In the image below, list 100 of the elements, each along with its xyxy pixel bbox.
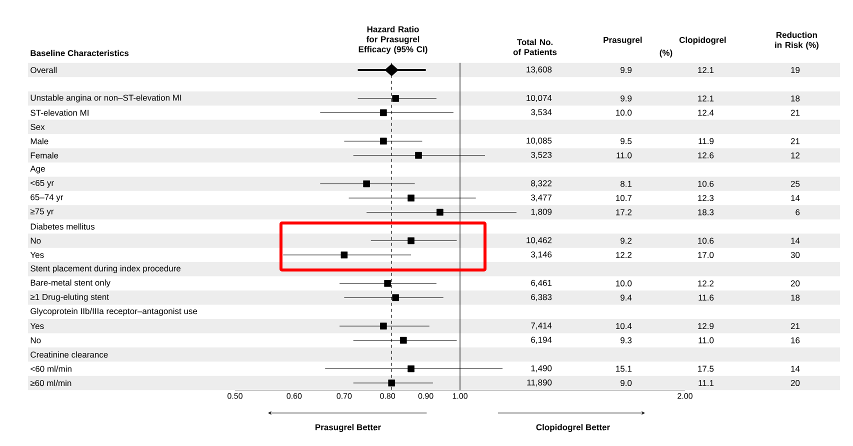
annotation: 17.2: [616, 209, 632, 216]
text: 18: [791, 294, 800, 301]
point: [392, 294, 399, 302]
text: 12.1: [698, 95, 714, 102]
text: 21: [790, 138, 800, 144]
text: 20: [790, 280, 800, 286]
text: 17.5: [698, 366, 714, 372]
y-tick-label: Age: [30, 166, 45, 174]
y-tick-label: Unstable angina or non–ST-elevation MI: [30, 94, 182, 102]
text: 20: [790, 380, 800, 386]
x-tick-label: 0.80: [380, 393, 396, 399]
annotation: 6,383: [531, 294, 552, 302]
y-tick-label: ≥75 yr: [30, 208, 54, 216]
point: [392, 95, 399, 102]
text: 6: [796, 209, 800, 216]
annotation: 6,461: [531, 280, 552, 287]
annotation: 10,074: [526, 94, 552, 102]
text: 18.3: [698, 209, 714, 216]
text: 21: [790, 110, 800, 116]
text: 12: [791, 152, 800, 158]
y-tick-label: Creatinine clearance: [30, 351, 108, 358]
text: 12.9: [698, 323, 714, 330]
annotation: 3,523: [531, 152, 552, 159]
annotation: 12.2: [616, 252, 632, 258]
annotation: 15.1: [616, 366, 632, 372]
text: Clopidogrel: [679, 36, 726, 45]
annotation: 11,890: [527, 379, 552, 386]
annotation: 10,085: [526, 138, 552, 145]
y-tick-label: Overall: [30, 66, 57, 74]
annotation: 1,809: [531, 208, 552, 216]
y-tick-label: Diabetes mellitus: [30, 223, 95, 230]
text: 12.4: [698, 110, 714, 116]
y-tick-label: ST-elevation MI: [30, 110, 88, 116]
point: [415, 152, 422, 159]
chart-title: Hazard Ratio for Prasugrel Efficacy (95% CI): [358, 26, 428, 54]
text: 21: [790, 323, 800, 330]
annotation: 10.0: [616, 280, 632, 286]
annotation: 3,477: [531, 194, 552, 202]
y-tick-label: No: [30, 238, 41, 244]
annotation: 7,414: [531, 322, 552, 330]
point: [380, 322, 387, 330]
y-tick-label: 65–74 yr: [30, 194, 64, 202]
annotation: 1,490: [531, 365, 552, 372]
text: 10.6: [698, 238, 714, 244]
text: (%): [660, 50, 672, 58]
point: [388, 380, 396, 386]
annotation: 8.1: [620, 180, 632, 187]
annotation: 9.2: [620, 238, 632, 244]
annotation: 9.3: [620, 337, 632, 344]
y-tick-label: Female: [30, 152, 58, 158]
annotation: 9.5: [620, 138, 632, 144]
point: [400, 336, 407, 344]
y-tick-label: Stent placement during index procedure: [30, 265, 181, 274]
text: 11.9: [698, 138, 714, 144]
text: 16: [791, 337, 800, 344]
text: 30: [790, 252, 800, 258]
text: 14: [791, 238, 800, 244]
text: 18: [791, 95, 800, 102]
text: 10.6: [698, 180, 714, 187]
y-tick-label: Yes: [30, 323, 44, 330]
y-tick-label: Yes: [30, 252, 44, 258]
annotation: 3,534: [531, 109, 552, 116]
text: 25: [790, 180, 800, 187]
annotation: 8,322: [531, 180, 552, 188]
x-tick-label: 0.70: [336, 393, 352, 399]
point: [380, 138, 387, 145]
annotation: 11.0: [616, 152, 632, 158]
text: 14: [791, 366, 800, 372]
annotation: 3,146: [531, 251, 552, 258]
y-tick-label: ≥60 ml/min: [30, 380, 72, 386]
y-tick-label: Glycoprotein IIb/IIIa receptor–antagonist use: [30, 308, 198, 316]
annotation: 10,462: [526, 237, 552, 244]
text: 12.6: [698, 152, 714, 158]
annotation: 6,194: [531, 336, 552, 344]
point: [408, 237, 414, 244]
y-tick-label: Sex: [30, 124, 45, 130]
x-tick-label: 0.90: [418, 393, 434, 399]
text: 12.2: [698, 280, 714, 286]
text: 17.0: [698, 252, 714, 258]
point: [408, 365, 414, 372]
text: Reduction in Risk (%): [775, 32, 818, 50]
point: [363, 180, 370, 188]
text: Prasugrel Better: [316, 424, 381, 432]
y-tick-label: <65 yr: [30, 180, 54, 188]
point: [384, 64, 399, 76]
point: [408, 194, 414, 202]
annotation: 13,608: [526, 66, 552, 74]
text: Prasugrel: [604, 36, 642, 45]
annotation: 10.7: [616, 195, 632, 202]
annotation: 10.0: [616, 110, 632, 116]
text: 19: [791, 67, 800, 74]
annotation: 10.4: [616, 323, 632, 330]
text: 11.1: [698, 380, 714, 386]
annotation: 9.9: [620, 67, 632, 74]
x-tick-label: 0.60: [286, 393, 302, 399]
text: 11.0: [698, 337, 714, 344]
x-tick-label: 0.50: [228, 393, 242, 399]
text: Clopidogrel Better: [536, 424, 610, 432]
text: Total No. of Patients: [513, 38, 557, 56]
text: 11.6: [698, 294, 714, 301]
